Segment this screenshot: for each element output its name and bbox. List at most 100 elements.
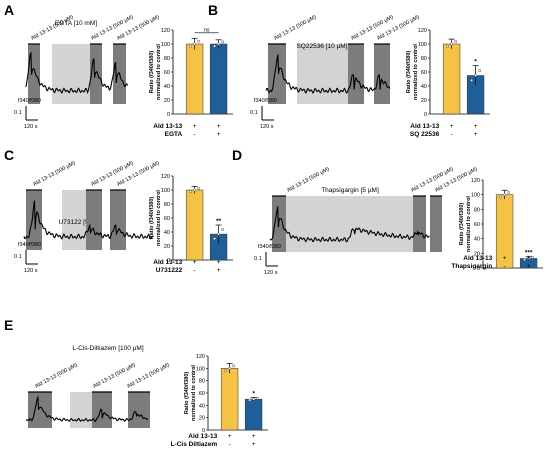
data-point [527, 257, 531, 260]
data-point [256, 396, 260, 400]
row-sign: + [527, 263, 531, 270]
row-sign: - [229, 441, 231, 448]
data-point [503, 193, 507, 197]
significance-label: * [474, 59, 477, 66]
significance-label: * [252, 390, 255, 397]
bar-ylabel: Ratio (f340/f380) [149, 51, 155, 94]
row-sign: + [503, 255, 507, 262]
y-tick-label: 100 [471, 193, 480, 199]
calcium-trace [25, 51, 129, 95]
row-sign: + [217, 131, 221, 138]
scale-y-label: 0.1 [254, 256, 262, 262]
row-sign: + [450, 123, 454, 130]
trace-ylabel: f340/f380 [18, 98, 41, 104]
y-tick-label: 0 [477, 266, 480, 272]
y-tick-label: 80 [421, 56, 427, 62]
treatment-region [62, 190, 86, 250]
bar-ylabel: Ratio (f340/f380) [406, 51, 412, 94]
data-point [478, 69, 482, 73]
row-label: Thapsigargin [451, 263, 492, 270]
treatment-label: EGTA [10 mM] [55, 20, 97, 27]
row-sign: + [228, 433, 232, 440]
bar [220, 368, 239, 431]
significance-label: ns [204, 27, 210, 33]
scale-x-label: 120 s [24, 268, 38, 274]
y-tick-label: 20 [421, 98, 427, 104]
y-tick-label: 60 [164, 216, 170, 222]
data-point [252, 397, 256, 401]
row-label: Ald 13-13 [188, 433, 217, 440]
agonist-pulse [26, 190, 42, 250]
row-sign: + [217, 267, 221, 274]
agonist-label: Ald 13-13 (500 µM) [273, 14, 318, 42]
panel-label: A [4, 2, 14, 18]
agonist-label: Ald 13-13 (500 µM) [90, 160, 135, 188]
data-point [507, 191, 511, 194]
panel-c: C U73122 [5 µM] Ald 13-13 (500 µM) Ald 13-1… [4, 147, 233, 274]
y-tick-label: 100 [161, 42, 170, 48]
panel-b: B SQ22536 [10 µM]Ald 13-13 (500 µM) Ald 13… [208, 2, 490, 138]
agonist-label: Ald 13-13 (500 µM) [34, 362, 79, 390]
calcium-trace [25, 395, 149, 423]
y-tick-label: 80 [164, 202, 170, 208]
y-tick-label: 20 [164, 98, 170, 104]
bar-ylabel-2: normalized to control [156, 44, 162, 100]
y-tick-label: 20 [474, 251, 480, 257]
agonist-pulse [28, 44, 40, 104]
y-tick-label: 60 [421, 70, 427, 76]
calcium-trace [265, 54, 391, 94]
y-tick-label: 120 [471, 178, 480, 184]
treatment-label: U73122 [5 µM] [59, 219, 102, 226]
row-sign: - [194, 131, 196, 138]
data-point [193, 188, 197, 192]
bar-ylabel: Ratio (f340/f380) [149, 197, 155, 240]
agonist-label: Ald 13-13 (500 µM) [32, 160, 77, 188]
y-tick-label: 0 [202, 428, 205, 434]
row-sign: + [252, 441, 256, 448]
bar-ylabel: Ratio (f340/f380) [459, 203, 465, 246]
row-sign: + [217, 123, 221, 130]
y-tick-label: 100 [418, 42, 427, 48]
y-tick-label: 100 [161, 188, 170, 194]
data-point [454, 40, 458, 43]
trace-ylabel: f340/f380 [18, 242, 41, 248]
significance-label: ** [216, 218, 222, 225]
scale-y-label: 0.1 [250, 110, 258, 116]
y-tick-label: 80 [474, 207, 480, 213]
treatment-label: SQ22536 [10 µM] [296, 43, 347, 50]
agonist-label: Ald 13-13 (500 µM) [30, 14, 75, 42]
agonist-pulse [28, 392, 52, 428]
row-sign: + [474, 131, 478, 138]
bar [209, 43, 228, 115]
row-sign: + [474, 123, 478, 130]
row-label: Ald 13-13 [153, 123, 182, 130]
agonist-pulse [413, 196, 426, 252]
treatment-region [286, 196, 413, 252]
scale-y-label: 0.1 [14, 254, 22, 260]
panel-label: C [4, 147, 14, 163]
y-tick-label: 80 [199, 379, 205, 385]
data-point [232, 364, 236, 368]
bar [244, 398, 263, 431]
y-tick-label: 120 [418, 28, 427, 34]
y-tick-label: 40 [199, 403, 205, 409]
y-tick-label: 60 [199, 391, 205, 397]
panel-label: D [232, 147, 242, 163]
row-sign: + [217, 259, 221, 266]
row-sign: - [504, 263, 506, 270]
data-point [221, 228, 225, 232]
data-point [446, 45, 450, 48]
scale-x-label: 120 s [264, 270, 278, 276]
row-label: Ald 13-13 [463, 255, 492, 262]
treatment-region [52, 44, 90, 104]
y-tick-label: 120 [161, 174, 170, 180]
data-point [450, 42, 454, 46]
agonist-label: Ald 13-13 (500 µM) [90, 14, 135, 42]
data-point [224, 369, 228, 373]
data-point [213, 237, 217, 241]
y-tick-label: 120 [161, 28, 170, 34]
agonist-pulse [348, 44, 364, 104]
y-tick-label: 20 [164, 244, 170, 250]
data-point [499, 195, 503, 199]
